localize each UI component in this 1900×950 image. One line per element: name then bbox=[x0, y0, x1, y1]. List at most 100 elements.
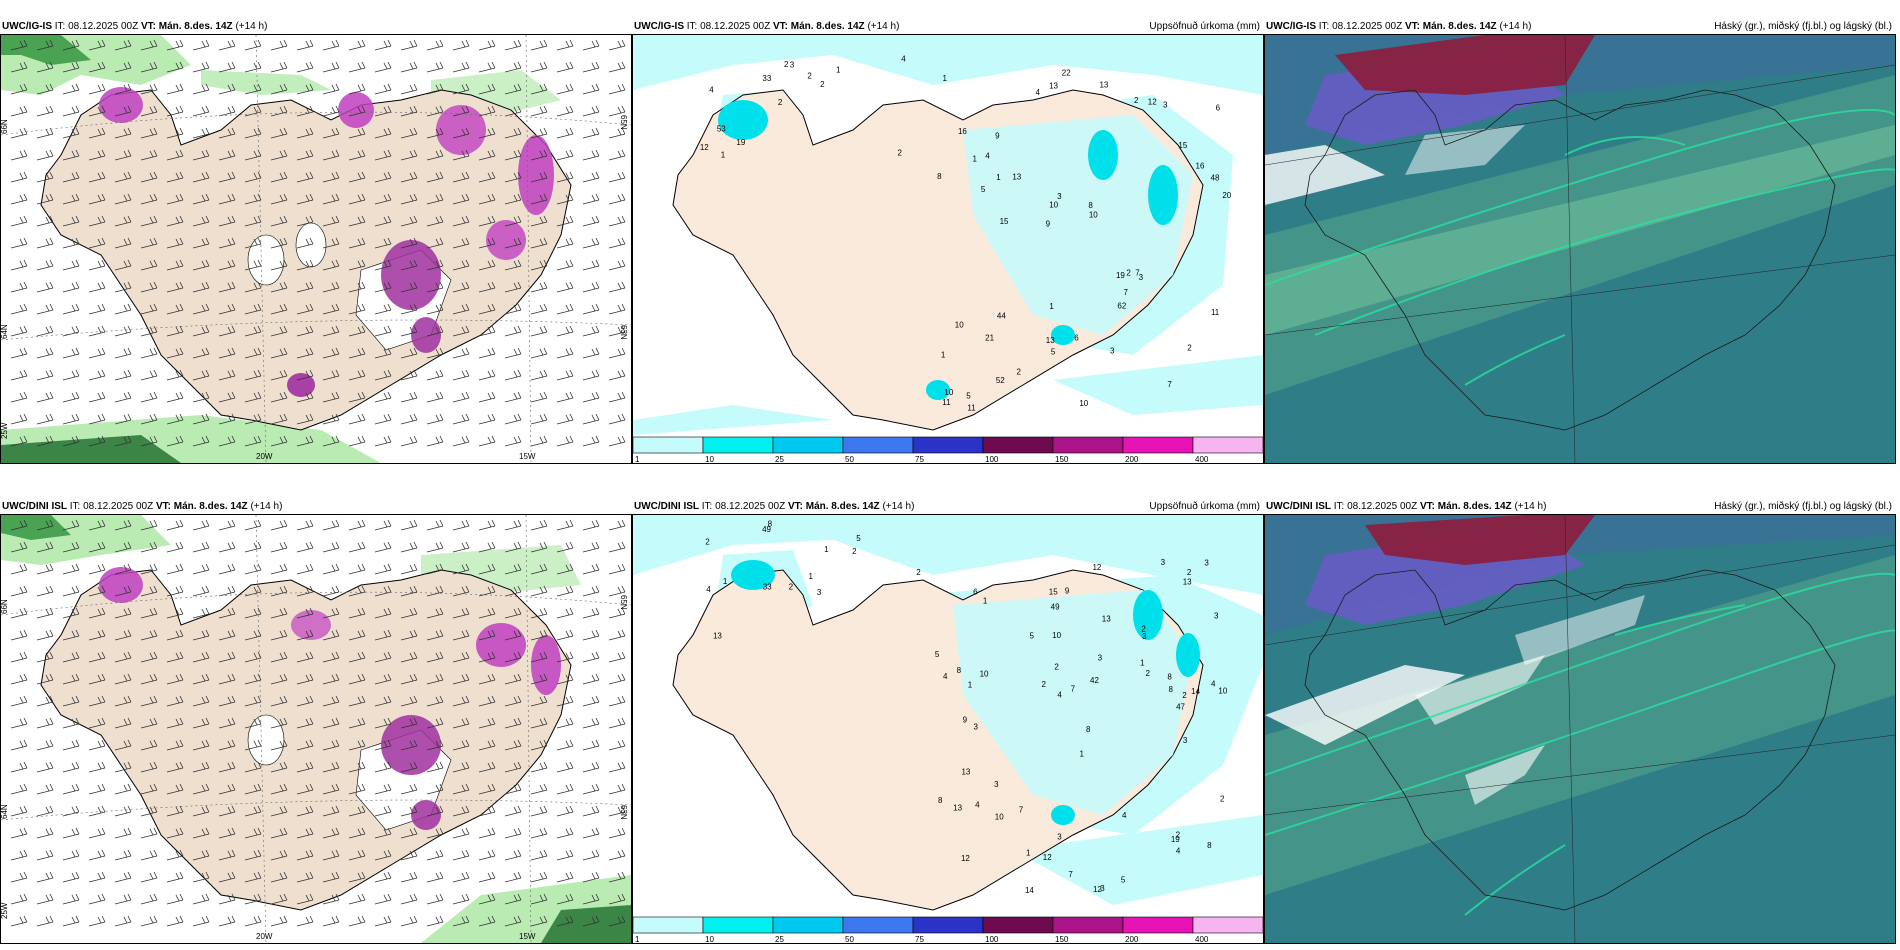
precip-value-label: 10 bbox=[1089, 210, 1098, 219]
wind-barb bbox=[296, 237, 314, 249]
wind-barb bbox=[452, 739, 470, 751]
wind-barb bbox=[192, 303, 210, 315]
wind-barb bbox=[504, 325, 522, 337]
wind-barb bbox=[400, 783, 418, 795]
wind-barb bbox=[270, 629, 288, 641]
precip-value-label: 52 bbox=[996, 376, 1005, 385]
wind-barb bbox=[88, 281, 106, 293]
wind-barb bbox=[504, 563, 522, 575]
wind-barb bbox=[244, 193, 262, 205]
wind-barb bbox=[36, 585, 54, 597]
precip-value-label: 2 bbox=[1042, 680, 1047, 689]
wind-barb bbox=[374, 915, 392, 927]
wind-barb bbox=[114, 325, 132, 337]
wind-barb bbox=[322, 915, 340, 927]
wind-barb bbox=[88, 39, 106, 51]
wind-barb bbox=[166, 39, 184, 51]
wind-barb bbox=[556, 413, 574, 425]
wind-barb bbox=[478, 893, 496, 905]
precip-value-label: 3 bbox=[1142, 632, 1147, 641]
precip-value-label: 3 bbox=[1057, 192, 1062, 201]
panel-header: UWC/DINI ISL IT: 08.12.2025 00Z VT: Mán.… bbox=[634, 501, 915, 512]
wind-barb bbox=[218, 607, 236, 619]
precip-value-label: 4 bbox=[1035, 88, 1040, 97]
wind-barb bbox=[36, 83, 54, 95]
wind-barb bbox=[322, 695, 340, 707]
wind-barb bbox=[192, 149, 210, 161]
wind-barb bbox=[62, 61, 80, 73]
wind-barb bbox=[608, 783, 626, 795]
wind-barb bbox=[88, 259, 106, 271]
wind-barb bbox=[270, 39, 288, 51]
wind-barb bbox=[62, 519, 80, 531]
wind-barb bbox=[192, 435, 210, 447]
wind-barb bbox=[504, 149, 522, 161]
wind-barb bbox=[88, 435, 106, 447]
wind-barb bbox=[140, 325, 158, 337]
wind-barb bbox=[478, 827, 496, 839]
wind-barb bbox=[348, 347, 366, 359]
wind-barb bbox=[218, 783, 236, 795]
wind-barb bbox=[400, 717, 418, 729]
wind-barb bbox=[10, 237, 28, 249]
wind-barb bbox=[218, 629, 236, 641]
panel-variable-title: Háský (gr.), miðský (fj.bl.) og lágský (… bbox=[1714, 501, 1892, 512]
wind-barb bbox=[270, 347, 288, 359]
wind-barb bbox=[88, 519, 106, 531]
precip-value-label: 3 bbox=[974, 722, 979, 731]
wind-barb bbox=[88, 871, 106, 883]
wind-barb bbox=[296, 849, 314, 861]
precip-value-label: 5 bbox=[1051, 348, 1056, 357]
precip-value-label: 4 bbox=[706, 585, 711, 594]
wind-barb bbox=[426, 171, 444, 183]
wind-barb bbox=[114, 783, 132, 795]
wind-barb bbox=[10, 783, 28, 795]
wind-barb bbox=[504, 541, 522, 553]
wind-barb bbox=[400, 541, 418, 553]
wind-barb bbox=[140, 717, 158, 729]
precip-value-label: 49 bbox=[1051, 603, 1060, 612]
wind-barb bbox=[88, 413, 106, 425]
wind-barb bbox=[608, 105, 626, 117]
wind-barb bbox=[10, 39, 28, 51]
wind-barb bbox=[218, 541, 236, 553]
wind-barb bbox=[608, 347, 626, 359]
wind-barb bbox=[582, 849, 600, 861]
wind-barb bbox=[62, 413, 80, 425]
colorbar-tick-label: 10 bbox=[705, 935, 714, 943]
precip-value-label: 2 bbox=[1187, 344, 1192, 353]
wind-barb bbox=[582, 673, 600, 685]
wind-barb bbox=[88, 325, 106, 337]
wind-barb bbox=[478, 127, 496, 139]
wind-barb bbox=[348, 215, 366, 227]
wind-barb bbox=[348, 849, 366, 861]
wind-barb bbox=[322, 127, 340, 139]
wind-barb bbox=[556, 127, 574, 139]
wind-barb bbox=[608, 585, 626, 597]
wind-barb bbox=[426, 435, 444, 447]
wind-barb bbox=[36, 805, 54, 817]
wind-barb bbox=[192, 325, 210, 337]
wind-barb bbox=[218, 347, 236, 359]
wind-barb bbox=[348, 915, 366, 927]
precip-value-label: 7 bbox=[1167, 380, 1172, 389]
wind-barb bbox=[556, 391, 574, 403]
wind-barb bbox=[504, 871, 522, 883]
wind-barb bbox=[608, 281, 626, 293]
wind-barb bbox=[36, 281, 54, 293]
wind-barb bbox=[608, 127, 626, 139]
wind-barb bbox=[608, 849, 626, 861]
wind-barb bbox=[296, 717, 314, 729]
wind-barb bbox=[166, 673, 184, 685]
wind-barb bbox=[322, 893, 340, 905]
wind-barb bbox=[114, 259, 132, 271]
wind-barb bbox=[582, 391, 600, 403]
colorbar-swatch bbox=[982, 916, 1054, 934]
wind-barb bbox=[400, 585, 418, 597]
wind-barb bbox=[114, 347, 132, 359]
wind-barb bbox=[270, 739, 288, 751]
precip-value-label: 1 bbox=[968, 681, 973, 690]
wind-barb bbox=[504, 695, 522, 707]
wind-barb bbox=[114, 805, 132, 817]
wind-barb bbox=[192, 281, 210, 293]
